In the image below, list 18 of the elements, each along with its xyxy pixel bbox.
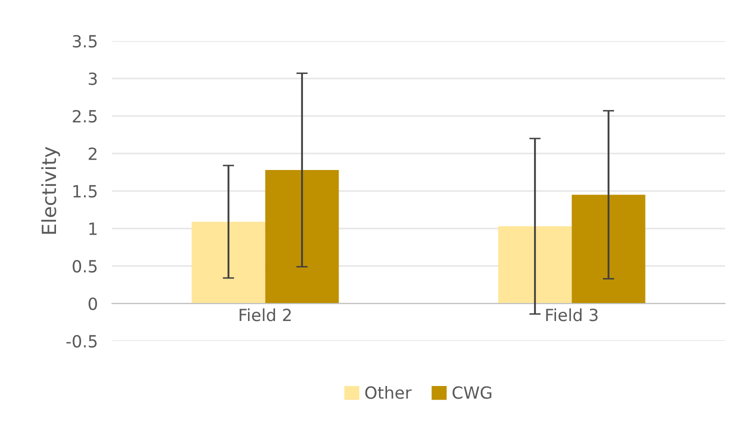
x-tick-label: Field 2	[240, 308, 291, 322]
y-tick-label: 3.5	[72, 34, 97, 48]
y-axis-title: Electivity	[41, 146, 60, 234]
y-tick-label: 1	[89, 222, 97, 235]
y-tick-label: 2.5	[72, 110, 97, 123]
y-tick-label: 1.5	[73, 185, 97, 198]
legend-label: Other	[365, 386, 412, 399]
y-tick-label: 2	[88, 147, 96, 160]
bar	[572, 194, 646, 304]
y-tick-label: -0.5	[66, 334, 97, 348]
y-tick-label: 0	[88, 297, 98, 310]
bar	[265, 170, 339, 304]
legend-label: CWG	[452, 386, 492, 399]
bar	[192, 222, 266, 304]
y-tick-label: 3	[88, 72, 97, 86]
bar	[498, 226, 572, 304]
x-tick-label: Field 3	[546, 308, 598, 322]
y-tick-label: 0.5	[72, 260, 97, 273]
